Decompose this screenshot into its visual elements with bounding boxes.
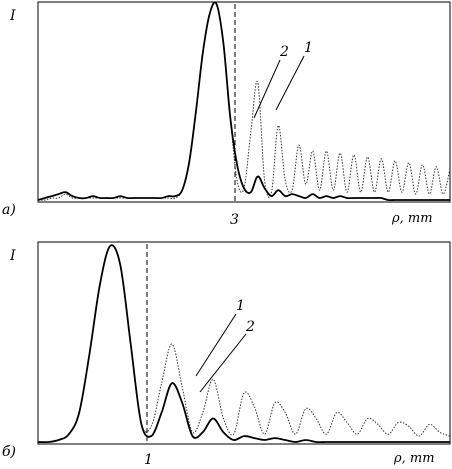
- panel-b-frame: [37, 241, 451, 445]
- leader-line-1: [275, 55, 305, 111]
- panel-a-xlabel: ρ, mm: [391, 211, 433, 226]
- panel-b-label: б): [2, 444, 16, 460]
- panel-b: I б) ρ, mm 1 1 2: [2, 241, 451, 468]
- panel-b-ylabel: I: [9, 248, 16, 264]
- leader-line-1: [195, 313, 237, 377]
- series-1-label: 1: [304, 40, 313, 56]
- panel-b-xlabel: ρ, mm: [393, 451, 435, 466]
- series-1-label: 1: [236, 298, 245, 314]
- leader-line-2: [199, 333, 247, 393]
- series-1-curve: [37, 1, 451, 201]
- series-2-label: 2: [245, 319, 255, 335]
- leader-line-2: [253, 59, 281, 119]
- panel-a-frame: [37, 1, 451, 203]
- series-2-curve: [37, 1, 450, 202]
- panel-b-xtick-label: 1: [144, 452, 153, 468]
- series-2-curve: [37, 244, 450, 444]
- panel-a: I a) ρ, mm 3 2 1: [2, 1, 451, 228]
- series-1-curve: [37, 244, 451, 443]
- series-2-label: 2: [279, 44, 289, 60]
- panel-a-xtick-label: 3: [230, 212, 239, 228]
- panel-a-ylabel: I: [9, 8, 16, 24]
- panel-a-label: a): [2, 202, 16, 218]
